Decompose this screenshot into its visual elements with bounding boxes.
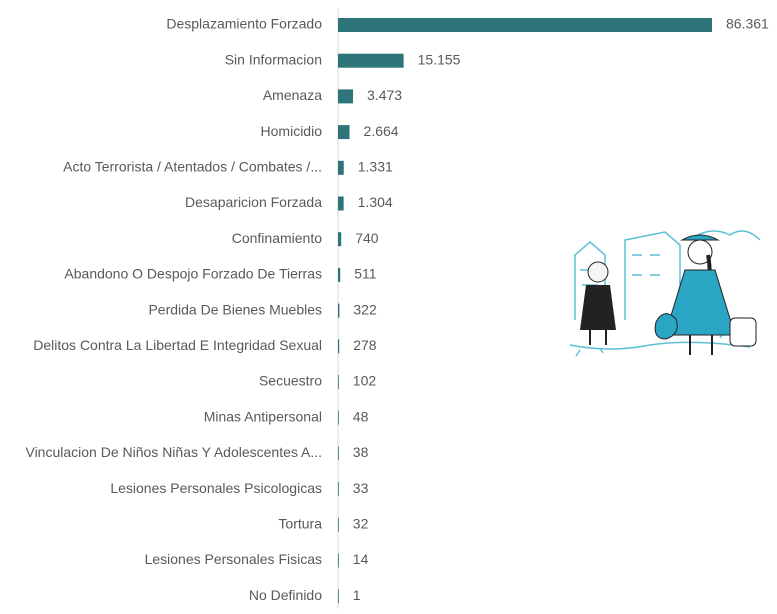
category-label: Delitos Contra La Libertad E Integridad …: [33, 337, 322, 353]
value-label: 1.304: [358, 194, 393, 210]
bar: [338, 482, 339, 496]
value-label: 38: [353, 444, 369, 460]
value-label: 14: [353, 551, 369, 567]
value-label: 322: [353, 301, 377, 317]
value-label: 511: [354, 266, 377, 282]
category-label: Tortura: [278, 516, 322, 532]
bar: [338, 197, 344, 211]
value-label: 15.155: [418, 51, 461, 67]
category-label: Sin Informacion: [225, 51, 322, 67]
category-label: Secuestro: [259, 373, 322, 389]
category-label: Acto Terrorista / Atentados / Combates /…: [63, 159, 322, 175]
value-label: 1: [353, 587, 361, 603]
bar: [338, 18, 712, 32]
bar: [338, 339, 339, 353]
value-label: 102: [353, 373, 377, 389]
category-label: Vinculacion De Niños Niñas Y Adolescente…: [25, 444, 322, 460]
category-label: Confinamiento: [232, 230, 322, 246]
bar: [338, 232, 341, 246]
value-label: 86.361: [726, 16, 769, 32]
value-label: 1.331: [358, 159, 393, 175]
value-label: 32: [353, 516, 369, 532]
bar: [338, 375, 339, 389]
category-label: Perdida De Bienes Muebles: [148, 301, 322, 317]
bar: [338, 89, 353, 103]
value-label: 48: [353, 408, 369, 424]
bar: [338, 161, 344, 175]
bar: [338, 268, 340, 282]
bar: [338, 304, 339, 318]
category-label: Abandono O Despojo Forzado De Tierras: [64, 266, 322, 282]
chart: Desplazamiento Forzado 86.361 Sin Informac…: [0, 0, 777, 609]
bar: [338, 54, 404, 68]
bar: [338, 589, 339, 603]
category-label: No Definido: [249, 587, 322, 603]
category-label: Desplazamiento Forzado: [166, 16, 322, 32]
category-label: Lesiones Personales Psicologicas: [110, 480, 322, 496]
bar: [338, 125, 350, 139]
illustration-figures: [580, 235, 756, 355]
value-label: 33: [353, 480, 369, 496]
bar: [338, 518, 339, 532]
category-label: Minas Antipersonal: [204, 408, 322, 424]
bar: [338, 446, 339, 460]
category-label: Amenaza: [263, 87, 322, 103]
value-label: 2.664: [364, 123, 399, 139]
category-label: Homicidio: [261, 123, 323, 139]
value-label: 3.473: [367, 87, 402, 103]
value-label: 278: [353, 337, 377, 353]
bar: [338, 554, 339, 568]
bar: [338, 411, 339, 425]
category-label: Desaparicion Forzada: [185, 194, 322, 210]
category-label: Lesiones Personales Fisicas: [145, 551, 322, 567]
value-label: 740: [355, 230, 379, 246]
